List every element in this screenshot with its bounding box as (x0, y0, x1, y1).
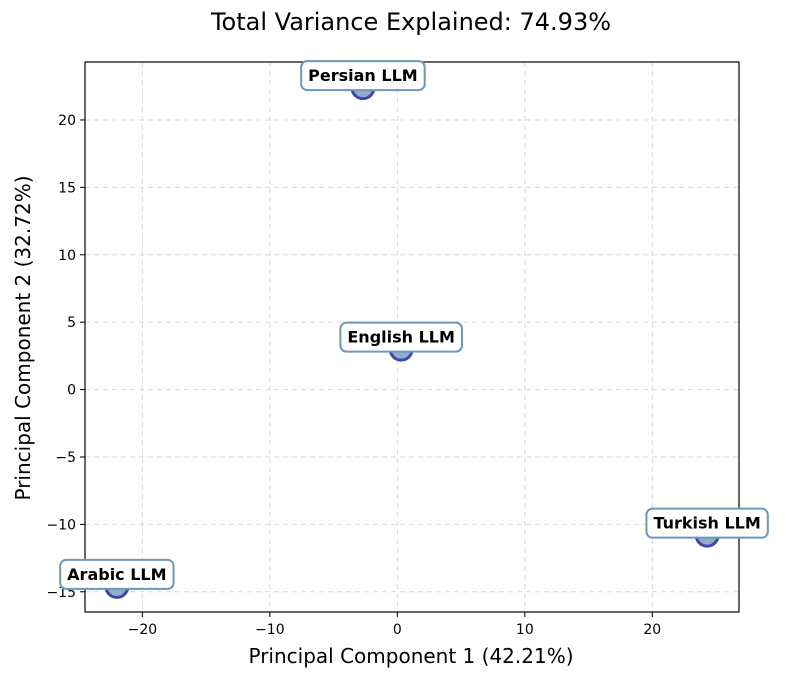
y-tick-label: 15 (58, 180, 76, 196)
point-label-box (339, 321, 463, 353)
x-tick-label: −10 (255, 622, 285, 638)
grid (85, 62, 739, 612)
point-label: English LLM (347, 328, 455, 347)
y-tick-label: −10 (46, 517, 76, 533)
x-tick-label: 0 (393, 622, 402, 638)
y-axis-label: Principal Component 2 (32.72%) (11, 176, 35, 501)
point-label: Arabic LLM (67, 565, 166, 584)
x-tick-label: 10 (516, 622, 534, 638)
data-point-persian-llm: Persian LLM (300, 60, 426, 101)
point-label: Persian LLM (308, 66, 418, 85)
y-tick-label: 10 (58, 248, 76, 264)
data-point-english-llm: English LLM (339, 321, 463, 362)
x-tick-label: −20 (128, 622, 158, 638)
data-point-arabic-llm: Arabic LLM (59, 558, 175, 599)
x-tick-label: 20 (643, 622, 661, 638)
point-label: Turkish LLM (653, 514, 760, 533)
chart-title: Total Variance Explained: 74.93% (210, 8, 611, 36)
y-tick-label: 20 (58, 113, 76, 129)
point-label-box (645, 507, 769, 539)
data-points: Persian LLM English LLM Turkish LLM Arabic … (59, 60, 769, 599)
point-label-box (59, 558, 175, 590)
x-axis-label: Principal Component 1 (42.21%) (249, 644, 574, 668)
point-label-box (300, 60, 426, 92)
y-tick-label: −5 (55, 450, 76, 466)
data-point-turkish-llm: Turkish LLM (645, 507, 769, 548)
y-tick-label: 5 (67, 315, 76, 331)
y-tick-label: 0 (67, 383, 76, 399)
